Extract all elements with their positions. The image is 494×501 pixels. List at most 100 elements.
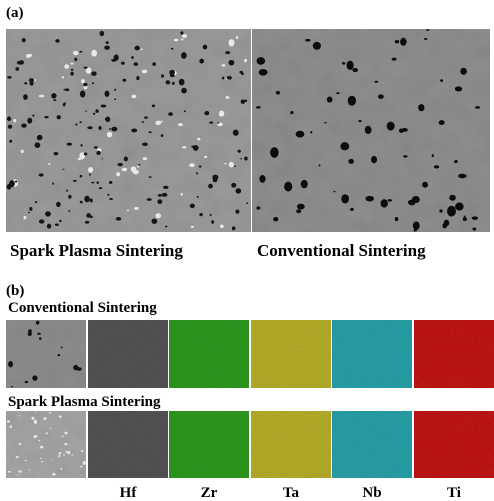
pore — [374, 81, 378, 83]
sem-thumbnail — [6, 411, 86, 478]
pore — [23, 216, 26, 219]
pore — [181, 38, 184, 40]
pore — [18, 474, 20, 475]
pore — [301, 180, 308, 188]
pore — [80, 90, 85, 97]
pore — [131, 56, 134, 59]
pore — [116, 217, 122, 221]
pore — [99, 187, 103, 189]
pore — [47, 224, 51, 229]
pore — [117, 163, 122, 166]
pore — [313, 42, 321, 50]
pore — [96, 151, 100, 155]
pore — [37, 135, 43, 141]
pore — [222, 64, 226, 67]
pore — [402, 128, 408, 132]
pore — [422, 182, 428, 188]
pore — [440, 79, 443, 82]
pore — [111, 59, 116, 62]
pore — [152, 104, 155, 107]
element-label: Ti — [447, 485, 461, 501]
pore — [180, 31, 183, 34]
pore — [63, 89, 65, 91]
pore — [225, 96, 229, 99]
pore — [424, 38, 427, 40]
pore — [296, 209, 301, 213]
figure: (a) Spark Plasma Sintering Conventional … — [0, 0, 494, 501]
pore — [224, 163, 227, 164]
pore — [387, 199, 392, 201]
pore — [463, 217, 467, 221]
pore — [135, 46, 140, 51]
pore — [236, 188, 242, 193]
pore — [86, 213, 91, 218]
pore — [45, 211, 51, 216]
panel-label: (a) — [6, 5, 24, 21]
pore — [155, 213, 161, 218]
pore — [78, 158, 81, 160]
pore — [107, 194, 109, 196]
pore — [365, 196, 374, 202]
pore — [259, 69, 268, 76]
pore — [58, 354, 61, 356]
element-label: Ta — [283, 485, 300, 501]
pore — [79, 51, 82, 53]
pore — [61, 347, 63, 348]
pore — [38, 440, 40, 442]
pore — [95, 109, 98, 113]
pore — [347, 61, 354, 70]
pore — [143, 157, 147, 160]
pore — [418, 104, 424, 111]
pore — [400, 38, 406, 46]
pore — [244, 157, 248, 161]
pore — [403, 155, 407, 157]
pore — [151, 218, 157, 223]
element-label: Nb — [362, 485, 381, 501]
pore — [25, 460, 27, 461]
pore — [161, 134, 164, 137]
pore — [276, 91, 280, 95]
pore — [182, 34, 187, 38]
pore — [32, 115, 34, 117]
pore — [46, 432, 48, 434]
pore — [449, 195, 456, 201]
pore — [227, 76, 232, 80]
pore — [73, 180, 77, 182]
pore — [80, 201, 83, 204]
pore — [71, 455, 73, 456]
pore — [114, 99, 116, 101]
pore — [66, 190, 68, 192]
pore — [181, 88, 187, 94]
pore — [181, 193, 183, 196]
pore — [203, 45, 208, 50]
pore — [91, 182, 94, 184]
pore — [81, 450, 83, 452]
pore — [204, 111, 209, 115]
pore — [35, 142, 41, 148]
row-title: Conventional Sintering — [8, 300, 157, 316]
pore — [136, 76, 139, 80]
pore — [50, 428, 52, 429]
pore — [60, 468, 62, 470]
pore — [41, 461, 43, 463]
pore — [284, 182, 292, 192]
pore — [244, 99, 247, 102]
pore — [442, 223, 446, 228]
pore — [19, 415, 20, 416]
pore — [62, 436, 64, 438]
pore — [196, 172, 198, 174]
pore — [19, 60, 24, 64]
pore — [68, 195, 71, 199]
pore — [88, 167, 93, 173]
pore — [62, 76, 65, 78]
pore — [37, 333, 41, 335]
pore — [305, 39, 310, 42]
pore — [147, 198, 152, 201]
pore — [58, 455, 60, 457]
pore — [31, 417, 34, 420]
pore — [94, 146, 98, 148]
pore — [29, 207, 32, 211]
pore — [8, 116, 10, 118]
pore — [55, 224, 59, 226]
pore — [334, 191, 336, 193]
